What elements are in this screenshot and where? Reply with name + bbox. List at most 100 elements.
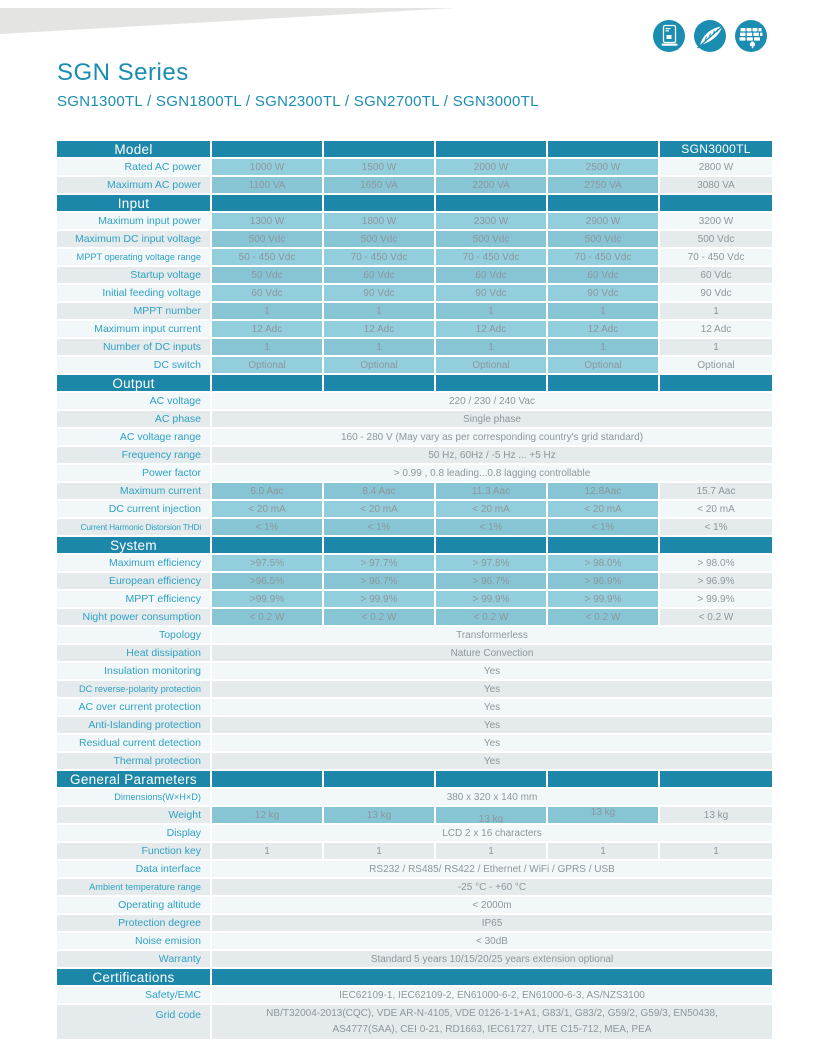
cell-value: 13 kg: [590, 807, 616, 818]
cell-span: IP65: [212, 915, 772, 931]
cell: 1: [212, 843, 322, 859]
row-label: Weight: [57, 807, 210, 823]
row-label: Operating altitude: [57, 897, 210, 913]
row-label: Frequency range: [57, 447, 210, 463]
model-name-col3: [436, 141, 546, 157]
section-spacer-cell: [324, 771, 434, 787]
section-label: Certifications: [57, 969, 210, 985]
row-label: DC switch: [57, 357, 210, 373]
inverter-icon: [661, 24, 678, 46]
cell: 1500 W: [324, 159, 434, 175]
row-maximum-input-power: Maximum input power 1300 W 1800 W 2300 W…: [57, 213, 772, 229]
cell: 70 - 450 Vdc: [324, 249, 434, 265]
corner-wedge-decoration: [0, 8, 456, 34]
section-spacer-cell: [436, 375, 546, 391]
cell: 8.4 Aac: [324, 483, 434, 499]
row-label: Maximum current: [57, 483, 210, 499]
row-warranty: Warranty Standard 5 years 10/15/20/25 ye…: [57, 951, 772, 967]
model-name-col4: [548, 141, 658, 157]
row-label: Anti-Islanding protection: [57, 717, 210, 733]
row-ac-voltage-range: AC voltage range 160 - 280 V (May vary a…: [57, 429, 772, 445]
cell-span: > 0.99 , 0.8 leading...0.8 lagging contr…: [212, 465, 772, 481]
cell: < 0.2 W: [660, 609, 772, 625]
cell-span: < 2000m: [212, 897, 772, 913]
section-spacer-cell: [436, 195, 546, 211]
row-label: MPPT efficiency: [57, 591, 210, 607]
cell: 1: [436, 303, 546, 319]
cell: 90 Vdc: [436, 285, 546, 301]
cell-span: NB/T32004-2013(CQC), VDE AR-N-4105, VDE …: [212, 1005, 772, 1039]
row-display: Display LCD 2 x 16 characters: [57, 825, 772, 841]
row-label: Maximum input current: [57, 321, 210, 337]
cell: 1: [324, 339, 434, 355]
cell: 60 Vdc: [436, 267, 546, 283]
cell: 3200 W: [660, 213, 772, 229]
row-label: Residual current detection: [57, 735, 210, 751]
cell: 1100 VA: [212, 177, 322, 193]
cell-span: Yes: [212, 699, 772, 715]
cell: 1: [660, 303, 772, 319]
cell: 1: [212, 339, 322, 355]
cell: 500 Vdc: [436, 231, 546, 247]
row-maximum-input-current: Maximum input current 12 Adc 12 Adc 12 A…: [57, 321, 772, 337]
row-ac-voltage: AC voltage 220 / 230 / 240 Vac: [57, 393, 772, 409]
cell: 12 kg: [212, 807, 322, 823]
row-dc-current-injection: DC current injection < 20 mA < 20 mA < 2…: [57, 501, 772, 517]
section-spacer-cell: [324, 195, 434, 211]
cell: 50 - 450 Vdc: [212, 249, 322, 265]
row-label: Startup voltage: [57, 267, 210, 283]
page-title: SGN Series: [57, 59, 189, 86]
cell-span: 50 Hz, 60Hz / -5 Hz ... +5 Hz: [212, 447, 772, 463]
cell: 15.7 Aac: [660, 483, 772, 499]
cell: 12 Adc: [212, 321, 322, 337]
cell: < 20 mA: [324, 501, 434, 517]
section-spacer-cell: [436, 537, 546, 553]
row-label: Maximum AC power: [57, 177, 210, 193]
cell-span: IEC62109-1, IEC62109-2, EN61000-6-2, EN6…: [212, 987, 772, 1003]
row-label: European efficiency: [57, 573, 210, 589]
cell: Optional: [548, 357, 658, 373]
cell: < 20 mA: [660, 501, 772, 517]
row-initial-feeding-voltage: Initial feeding voltage 60 Vdc 90 Vdc 90…: [57, 285, 772, 301]
row-label: MPPT number: [57, 303, 210, 319]
cell: 13 kg: [548, 807, 658, 823]
row-label: Night power consumption: [57, 609, 210, 625]
cell: < 0.2 W: [324, 609, 434, 625]
model-name-col2: [324, 141, 434, 157]
cell: Optional: [660, 357, 772, 373]
solar-panel-icon: [739, 28, 763, 49]
cell: Optional: [212, 357, 322, 373]
cell: > 97.7%: [324, 555, 434, 571]
cell-span: RS232 / RS485/ RS422 / Ethernet / WiFi /…: [212, 861, 772, 877]
solar-panel-badge: [735, 20, 767, 52]
row-label: DC reverse-polarity protection: [57, 681, 210, 697]
row-dc-switch: DC switch Optional Optional Optional Opt…: [57, 357, 772, 373]
row-topology: Topology Transformerless: [57, 627, 772, 643]
row-label: DC current injection: [57, 501, 210, 517]
cell-span: Yes: [212, 681, 772, 697]
cell-span: 160 - 280 V (May vary as per correspondi…: [212, 429, 772, 445]
row-power-factor: Power factor > 0.99 , 0.8 leading...0.8 …: [57, 465, 772, 481]
cell: > 96.7%: [324, 573, 434, 589]
cell: >99.9%: [212, 591, 322, 607]
row-insulation-monitoring: Insulation monitoring Yes: [57, 663, 772, 679]
cell: > 98.0%: [660, 555, 772, 571]
row-label: AC voltage range: [57, 429, 210, 445]
row-label: MPPT operating voltage range: [57, 249, 210, 265]
cell: 1: [436, 843, 546, 859]
cell: > 96.9%: [548, 573, 658, 589]
cell: 1: [436, 339, 546, 355]
cell: 11.3 Aac: [436, 483, 546, 499]
cell: 1: [660, 339, 772, 355]
cell: > 96.9%: [660, 573, 772, 589]
model-header-label: Model: [57, 141, 210, 157]
section-spacer-cell: [660, 771, 772, 787]
cell: 2750 VA: [548, 177, 658, 193]
row-label: Current Harmonic Distorsion THDi: [57, 519, 210, 535]
cell: 12 Adc: [324, 321, 434, 337]
cell: < 1%: [436, 519, 546, 535]
cell: < 1%: [548, 519, 658, 535]
section-spacer-cell: [548, 537, 658, 553]
section-header-output: Output: [57, 375, 772, 391]
row-current-harmonic-thdi: Current Harmonic Distorsion THDi < 1% < …: [57, 519, 772, 535]
